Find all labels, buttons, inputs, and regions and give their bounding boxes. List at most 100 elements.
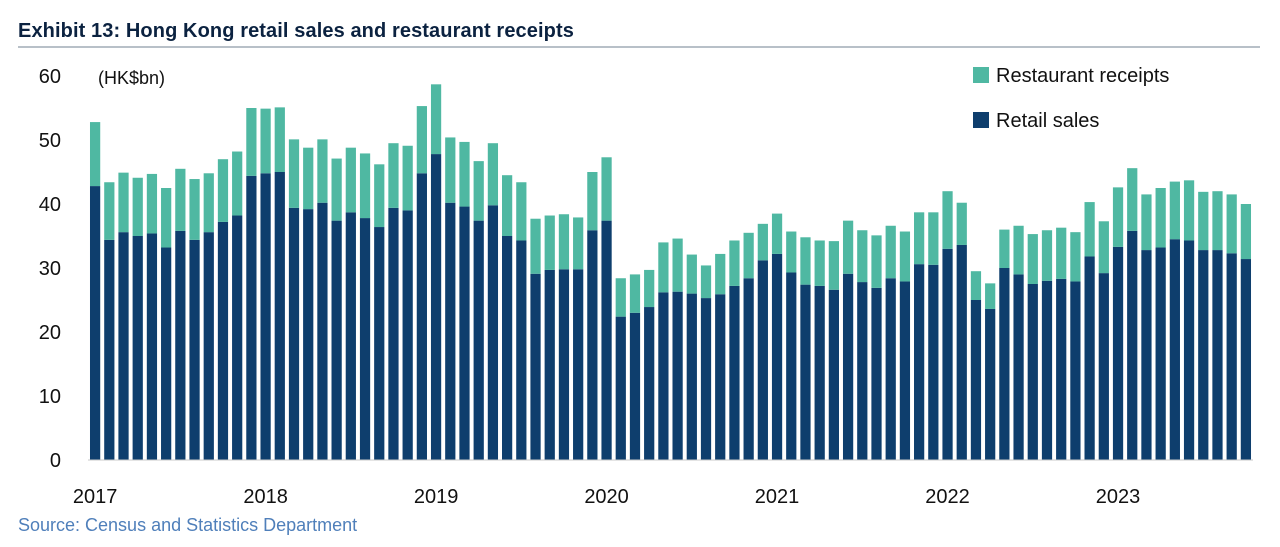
bar-restaurant-receipts — [743, 232, 754, 279]
bar-restaurant-receipts — [686, 254, 697, 294]
bar-retail-sales — [914, 264, 925, 460]
bar-retail-sales — [672, 291, 683, 460]
bar-retail-sales — [1155, 247, 1166, 460]
bar-retail-sales — [388, 207, 399, 460]
bar-retail-sales — [203, 232, 214, 460]
bar-retail-sales — [558, 269, 570, 460]
x-axis: 2017 2018 2019 2020 2021 2022 2023 — [73, 486, 1140, 508]
bar-restaurant-receipts — [473, 161, 484, 221]
bar-retail-sales — [217, 221, 229, 460]
bar-restaurant-receipts — [402, 145, 413, 211]
y-tick-label: 10 — [39, 386, 61, 408]
bar-restaurant-receipts — [1198, 191, 1209, 251]
y-axis-unit-label: (HK$bn) — [98, 68, 165, 88]
bar-retail-sales — [288, 207, 300, 460]
bar-retail-sales — [743, 278, 754, 460]
bar-restaurant-receipts — [985, 283, 996, 309]
source-note: Source: Census and Statistics Department — [18, 515, 358, 535]
x-tick-label: 2020 — [584, 486, 629, 508]
bar-restaurant-receipts — [359, 153, 371, 219]
bar-restaurant-receipts — [942, 191, 953, 249]
bar-restaurant-receipts — [587, 172, 598, 231]
bar-retail-sales — [1112, 246, 1124, 460]
bar-retail-sales — [1141, 250, 1152, 460]
bar-restaurant-receipts — [871, 235, 882, 288]
bar-restaurant-receipts — [644, 269, 655, 308]
bar-retail-sales — [828, 289, 839, 460]
bar-retail-sales — [189, 239, 200, 460]
bar-retail-sales — [473, 220, 484, 460]
bar-restaurant-receipts — [331, 158, 342, 221]
bar-restaurant-receipts — [615, 278, 626, 317]
bar-restaurant-receipts — [303, 147, 314, 210]
bar-restaurant-receipts — [146, 173, 158, 234]
bar-restaurant-receipts — [757, 223, 768, 261]
bar-restaurant-receipts — [118, 172, 129, 233]
bar-retail-sales — [871, 287, 882, 460]
x-tick-label: 2021 — [755, 486, 800, 508]
bar-restaurant-receipts — [1127, 168, 1138, 231]
bar-retail-sales — [985, 308, 996, 460]
bar-restaurant-receipts — [203, 173, 214, 233]
bar-restaurant-receipts — [175, 168, 186, 231]
bar-retail-sales — [1127, 230, 1138, 460]
bar-retail-sales — [1240, 259, 1252, 460]
bar-retail-sales — [1183, 240, 1195, 460]
bar-retail-sales — [573, 269, 584, 460]
bar-retail-sales — [885, 278, 896, 460]
bar-restaurant-receipts — [999, 229, 1010, 268]
bar-retail-sales — [700, 298, 712, 460]
bar-restaurant-receipts — [317, 139, 328, 203]
legend-label-retail-sales: Retail sales — [996, 110, 1099, 132]
bar-retail-sales — [502, 236, 513, 460]
bar-restaurant-receipts — [800, 237, 811, 285]
bar-retail-sales — [970, 300, 982, 460]
bar-retail-sales — [729, 285, 740, 460]
bar-restaurant-receipts — [430, 84, 442, 155]
bar-restaurant-receipts — [1041, 230, 1053, 281]
bar-retail-sales — [757, 260, 768, 460]
bar-retail-sales — [146, 233, 158, 460]
bar-retail-sales — [658, 292, 669, 460]
y-tick-label: 0 — [50, 450, 61, 472]
bar-restaurant-receipts — [928, 212, 939, 265]
bar-retail-sales — [246, 175, 257, 460]
bar-retail-sales — [1041, 280, 1053, 460]
bar-retail-sales — [786, 272, 797, 460]
bar-retail-sales — [1027, 284, 1038, 460]
bar-restaurant-receipts — [771, 213, 783, 254]
bar-restaurant-receipts — [1112, 187, 1124, 247]
bar-restaurant-receipts — [416, 106, 427, 174]
bar-retail-sales — [374, 227, 385, 460]
bar-restaurant-receipts — [573, 217, 584, 270]
bar-restaurant-receipts — [1084, 202, 1095, 257]
bar-retail-sales — [1070, 281, 1081, 460]
bar-retail-sales — [715, 294, 726, 460]
bar-retail-sales — [345, 212, 356, 460]
bar-retail-sales — [629, 312, 641, 460]
bar-restaurant-receipts — [459, 141, 470, 207]
title-divider — [18, 46, 1260, 48]
bar-retail-sales — [928, 264, 939, 460]
bar-retail-sales — [530, 273, 541, 460]
bar-retail-sales — [260, 173, 271, 460]
bar-restaurant-receipts — [1056, 227, 1067, 279]
bar-restaurant-receipts — [1240, 204, 1252, 260]
bar-restaurant-receipts — [217, 159, 229, 222]
bar-restaurant-receipts — [189, 179, 200, 240]
x-tick-label: 2017 — [73, 486, 118, 508]
bar-restaurant-receipts — [885, 225, 896, 279]
bar-restaurant-receipts — [530, 218, 541, 274]
bar-retail-sales — [1084, 256, 1095, 460]
bar-retail-sales — [516, 240, 527, 460]
bar-retail-sales — [118, 232, 129, 460]
legend-label-restaurant-receipts: Restaurant receipts — [996, 65, 1169, 87]
bar-restaurant-receipts — [487, 143, 499, 206]
bar-restaurant-receipts — [132, 177, 143, 236]
bar-restaurant-receipts — [502, 175, 513, 236]
legend-swatch-retail-sales — [973, 112, 989, 128]
bar-retail-sales — [1226, 253, 1237, 460]
bar-retail-sales — [303, 209, 314, 460]
y-tick-label: 60 — [39, 66, 61, 88]
